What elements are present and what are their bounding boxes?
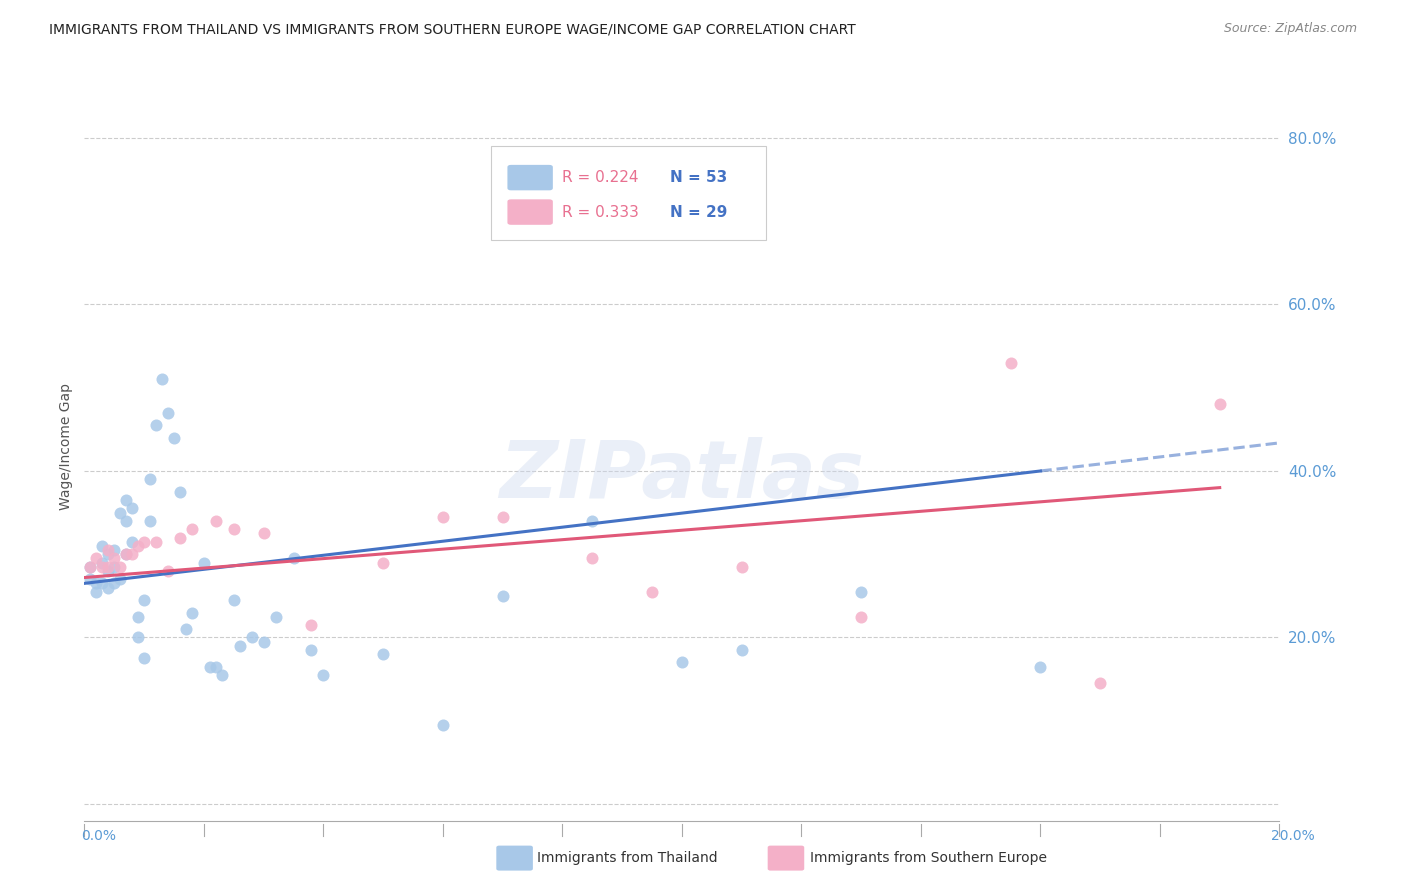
- Point: [115, 493, 138, 508]
- Point: [253, 634, 276, 648]
- Point: [115, 514, 138, 528]
- Point: [851, 609, 873, 624]
- Point: [139, 514, 162, 528]
- Point: [240, 631, 263, 645]
- Point: [264, 609, 287, 624]
- Text: 0.0%: 0.0%: [82, 829, 117, 843]
- Text: ZIPatlas: ZIPatlas: [499, 437, 865, 515]
- Point: [110, 572, 132, 586]
- Point: [132, 593, 156, 607]
- Point: [1209, 397, 1232, 411]
- Point: [432, 718, 454, 732]
- Point: [228, 639, 252, 653]
- Y-axis label: Wage/Income Gap: Wage/Income Gap: [59, 383, 73, 509]
- Point: [91, 576, 114, 591]
- Point: [103, 551, 125, 566]
- Point: [97, 564, 120, 578]
- Text: R = 0.333: R = 0.333: [562, 204, 640, 219]
- Point: [139, 472, 162, 486]
- Point: [121, 534, 143, 549]
- Point: [115, 547, 138, 561]
- Point: [110, 506, 132, 520]
- Point: [301, 618, 323, 632]
- Point: [211, 668, 233, 682]
- Text: 20.0%: 20.0%: [1271, 829, 1315, 843]
- Point: [121, 501, 143, 516]
- Point: [79, 559, 101, 574]
- Point: [222, 593, 245, 607]
- Point: [373, 647, 395, 661]
- Point: [492, 589, 515, 603]
- Point: [312, 668, 335, 682]
- Text: Source: ZipAtlas.com: Source: ZipAtlas.com: [1223, 22, 1357, 36]
- Point: [86, 584, 108, 599]
- Point: [492, 509, 515, 524]
- Point: [641, 584, 664, 599]
- Point: [157, 406, 180, 420]
- Point: [121, 547, 143, 561]
- Point: [86, 576, 108, 591]
- Point: [91, 559, 114, 574]
- Point: [373, 556, 395, 570]
- Point: [79, 559, 101, 574]
- Point: [581, 551, 603, 566]
- Point: [169, 484, 191, 499]
- Point: [150, 372, 173, 386]
- Point: [97, 559, 120, 574]
- Point: [181, 522, 204, 536]
- Point: [79, 572, 101, 586]
- Point: [145, 534, 167, 549]
- Point: [1090, 676, 1112, 690]
- FancyBboxPatch shape: [508, 165, 553, 190]
- Point: [671, 656, 693, 670]
- Point: [193, 556, 215, 570]
- Point: [731, 643, 754, 657]
- Point: [1000, 356, 1022, 370]
- Point: [132, 651, 156, 665]
- Point: [432, 509, 454, 524]
- Text: Immigrants from Southern Europe: Immigrants from Southern Europe: [810, 851, 1047, 865]
- Point: [132, 534, 156, 549]
- Point: [253, 526, 276, 541]
- Point: [91, 539, 114, 553]
- Point: [110, 559, 132, 574]
- Point: [1029, 659, 1052, 673]
- Point: [97, 547, 120, 561]
- Point: [205, 514, 228, 528]
- Point: [97, 543, 120, 558]
- Point: [174, 622, 197, 636]
- Point: [145, 418, 167, 433]
- Point: [127, 631, 149, 645]
- Point: [181, 606, 204, 620]
- Point: [581, 514, 603, 528]
- Point: [301, 643, 323, 657]
- Point: [731, 559, 754, 574]
- Point: [222, 522, 245, 536]
- Point: [169, 531, 191, 545]
- Text: R = 0.224: R = 0.224: [562, 170, 638, 186]
- Point: [103, 559, 125, 574]
- Text: N = 29: N = 29: [671, 204, 727, 219]
- Point: [283, 551, 305, 566]
- Point: [851, 584, 873, 599]
- Point: [86, 551, 108, 566]
- Point: [127, 609, 149, 624]
- Point: [103, 576, 125, 591]
- Text: Immigrants from Thailand: Immigrants from Thailand: [537, 851, 717, 865]
- Point: [198, 659, 221, 673]
- Point: [157, 564, 180, 578]
- Point: [97, 581, 120, 595]
- FancyBboxPatch shape: [508, 199, 553, 225]
- Point: [115, 547, 138, 561]
- Point: [91, 556, 114, 570]
- Point: [103, 543, 125, 558]
- Point: [163, 431, 186, 445]
- Point: [127, 539, 149, 553]
- Text: N = 53: N = 53: [671, 170, 727, 186]
- Point: [205, 659, 228, 673]
- FancyBboxPatch shape: [491, 146, 766, 240]
- Text: IMMIGRANTS FROM THAILAND VS IMMIGRANTS FROM SOUTHERN EUROPE WAGE/INCOME GAP CORR: IMMIGRANTS FROM THAILAND VS IMMIGRANTS F…: [49, 22, 856, 37]
